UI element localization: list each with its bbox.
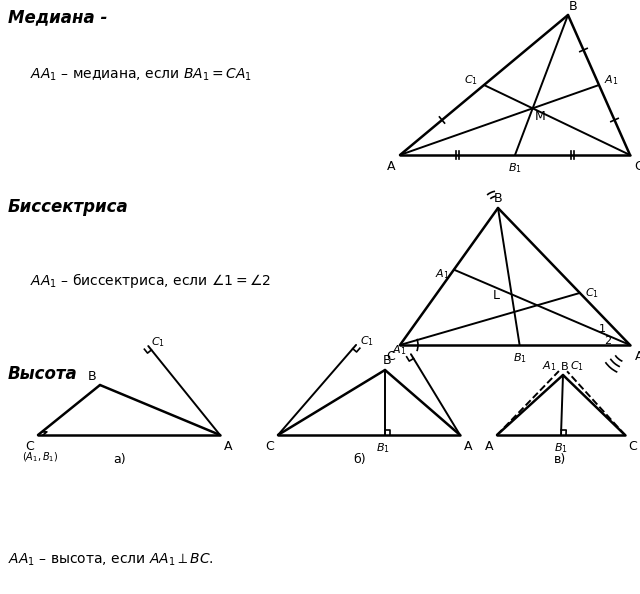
Text: $C_1$: $C_1$ bbox=[464, 73, 478, 87]
Text: B: B bbox=[383, 353, 391, 366]
Text: $AA_1$ – высота, если $AA_1 \perp BC.$: $AA_1$ – высота, если $AA_1 \perp BC.$ bbox=[8, 552, 214, 568]
Text: A: A bbox=[635, 350, 640, 364]
Text: а): а) bbox=[114, 453, 126, 466]
Text: M: M bbox=[534, 110, 545, 123]
Text: 2: 2 bbox=[604, 336, 612, 346]
Text: C: C bbox=[266, 441, 275, 453]
Text: $B_1$: $B_1$ bbox=[513, 351, 527, 365]
Text: 1: 1 bbox=[598, 324, 605, 334]
Text: $A_1$: $A_1$ bbox=[435, 267, 449, 280]
Text: B: B bbox=[569, 1, 577, 14]
Text: A: A bbox=[484, 441, 493, 453]
Text: $B_1$: $B_1$ bbox=[508, 161, 522, 175]
Text: B: B bbox=[88, 371, 96, 384]
Text: $(A_1,B_1)$: $(A_1,B_1)$ bbox=[22, 450, 58, 464]
Text: в): в) bbox=[554, 453, 566, 466]
Text: $C_1$: $C_1$ bbox=[151, 335, 165, 349]
Text: A: A bbox=[387, 160, 396, 173]
Text: C: C bbox=[26, 441, 35, 453]
Text: $AA_1$ – медиана, если $BA_1 = CA_1$: $AA_1$ – медиана, если $BA_1 = CA_1$ bbox=[30, 67, 252, 83]
Text: B: B bbox=[493, 191, 502, 204]
Text: L: L bbox=[493, 289, 500, 302]
Text: $C_1$: $C_1$ bbox=[585, 286, 599, 300]
Text: A: A bbox=[464, 441, 472, 453]
Text: б): б) bbox=[354, 453, 366, 466]
Text: $B_1$: $B_1$ bbox=[376, 441, 390, 455]
Text: $C_1$: $C_1$ bbox=[570, 359, 584, 373]
Text: A: A bbox=[224, 441, 232, 453]
Text: C: C bbox=[387, 350, 396, 364]
Text: $A_1$: $A_1$ bbox=[392, 343, 406, 357]
Text: B: B bbox=[561, 362, 569, 372]
Text: C: C bbox=[635, 160, 640, 173]
Text: $B_1$: $B_1$ bbox=[554, 441, 568, 455]
Text: $C_1$: $C_1$ bbox=[360, 334, 374, 348]
Text: $AA_1$ – биссектриса, если $\angle 1 = \angle 2$: $AA_1$ – биссектриса, если $\angle 1 = \… bbox=[30, 270, 271, 289]
Text: Высота: Высота bbox=[8, 365, 77, 383]
Text: $A_1$: $A_1$ bbox=[541, 359, 556, 373]
Text: Биссектриса: Биссектриса bbox=[8, 198, 129, 216]
Text: $A_1$: $A_1$ bbox=[604, 73, 618, 87]
Text: C: C bbox=[628, 441, 637, 453]
Text: Медиана -: Медиана - bbox=[8, 8, 108, 26]
